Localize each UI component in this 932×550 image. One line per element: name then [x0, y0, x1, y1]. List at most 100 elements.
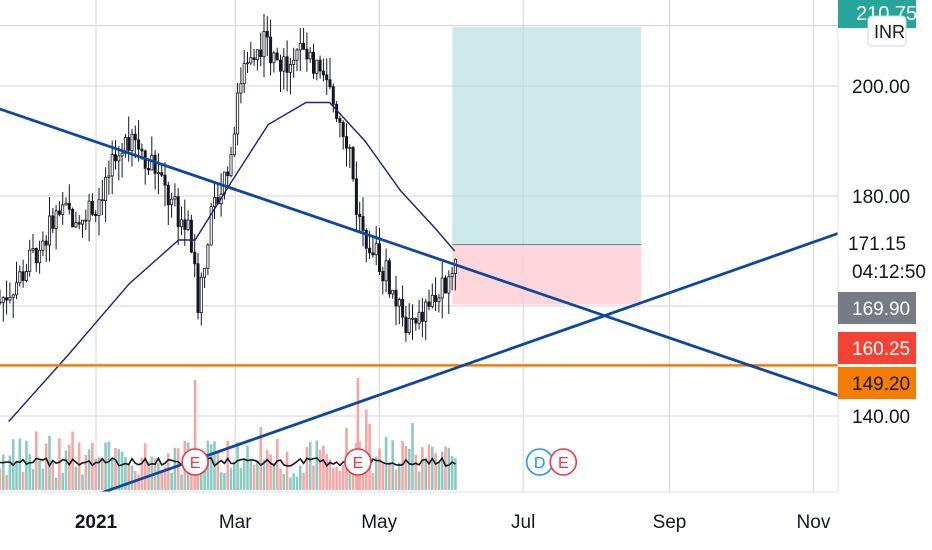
- candle: [173, 183, 177, 207]
- volume-bar: [374, 456, 378, 490]
- candle: [447, 270, 451, 314]
- volume-bar: [249, 459, 253, 490]
- candle: [77, 214, 81, 230]
- candle: [81, 219, 85, 238]
- candle: [130, 129, 134, 167]
- volume-bar: [275, 438, 279, 490]
- volume-bar: [31, 469, 35, 490]
- volume-bar: [173, 447, 177, 490]
- candle: [269, 19, 273, 76]
- volume-bar: [25, 440, 28, 490]
- event-marker-label: E: [190, 455, 201, 472]
- volume-bar: [437, 461, 441, 490]
- volume-bar: [447, 447, 451, 490]
- volume-bar: [259, 426, 262, 490]
- volume-bar: [325, 454, 328, 490]
- volume-bar: [341, 464, 345, 490]
- y-tick-label: 180.00: [852, 187, 910, 208]
- candle: [440, 261, 444, 319]
- volume-bar: [279, 468, 282, 490]
- volume-bar: [163, 466, 167, 490]
- volume-bar: [0, 468, 2, 490]
- volume-bar: [305, 447, 309, 490]
- volume-bar: [365, 409, 368, 490]
- event-marker-label: E: [558, 455, 569, 472]
- volume-bar: [203, 459, 206, 490]
- volume-bar: [289, 477, 292, 490]
- volume-bar: [262, 459, 266, 490]
- candle: [417, 299, 421, 330]
- volume-bar: [97, 456, 101, 490]
- trendline-descending[interactable]: [0, 107, 882, 411]
- volume-bar: [170, 472, 173, 490]
- target-zone[interactable]: [452, 26, 642, 245]
- grid-lines: [0, 0, 838, 492]
- candle: [344, 123, 348, 167]
- event-marker-e[interactable]: E: [344, 448, 372, 476]
- candle: [114, 140, 118, 170]
- volume-bar: [381, 463, 385, 490]
- volume-bar: [87, 449, 91, 490]
- volume-bar: [21, 471, 25, 490]
- candle: [18, 265, 22, 287]
- candle: [351, 146, 355, 182]
- volume-bar: [302, 472, 305, 490]
- volume-bar: [84, 454, 88, 490]
- price-axis[interactable]: 200.00 180.00 140.00: [852, 77, 910, 428]
- volume-bar: [8, 455, 12, 490]
- candle: [51, 208, 55, 234]
- volume-bar: [48, 435, 51, 490]
- event-marker-e[interactable]: E: [181, 448, 209, 476]
- candle: [255, 49, 259, 71]
- candle: [292, 47, 296, 78]
- candle: [120, 142, 124, 178]
- volume-bar: [124, 456, 127, 490]
- volume-bar: [315, 440, 319, 490]
- time-axis[interactable]: 2021 Mar May Jul Sep Nov: [75, 512, 831, 533]
- candle: [193, 234, 197, 278]
- event-marker-label: E: [353, 455, 364, 472]
- event-marker-d[interactable]: D: [525, 448, 554, 476]
- volume-bar: [219, 472, 223, 490]
- price-label-red-text: 160.25: [852, 339, 910, 360]
- candle: [186, 210, 190, 232]
- candle: [374, 226, 378, 266]
- volume-bar: [318, 449, 322, 490]
- candle: [424, 299, 428, 341]
- volume-bar: [74, 466, 78, 490]
- candle: [57, 201, 61, 217]
- volume-bar: [338, 470, 342, 490]
- volume-bar: [272, 462, 276, 490]
- volume-bar: [130, 465, 134, 490]
- currency-button[interactable]: INR: [867, 15, 907, 47]
- event-marker-e[interactable]: E: [549, 448, 578, 476]
- long-position-tool[interactable]: [452, 26, 642, 305]
- currency-label: INR: [874, 22, 905, 42]
- candle: [325, 58, 329, 95]
- candle: [219, 173, 223, 217]
- volume-bar: [180, 474, 183, 490]
- candle: [318, 55, 322, 79]
- volume-bar: [193, 380, 197, 490]
- volume-bar: [252, 464, 256, 490]
- volume-bar: [15, 461, 18, 490]
- candle: [272, 50, 276, 73]
- y-tick-label: 200.00: [852, 77, 910, 98]
- candle: [259, 32, 263, 67]
- x-tick-label: Nov: [797, 512, 831, 533]
- candle: [38, 240, 42, 274]
- trendline-ascending[interactable]: [23, 218, 882, 521]
- countdown-label: 04:12:50: [852, 262, 926, 283]
- last-price-label: 171.15: [848, 234, 906, 255]
- candle: [361, 197, 365, 247]
- volume-bar: [117, 449, 121, 490]
- candle: [163, 162, 167, 207]
- volume-bar: [371, 473, 375, 490]
- candle: [74, 211, 78, 229]
- volume-bar: [407, 448, 411, 490]
- volume-bar: [322, 445, 325, 490]
